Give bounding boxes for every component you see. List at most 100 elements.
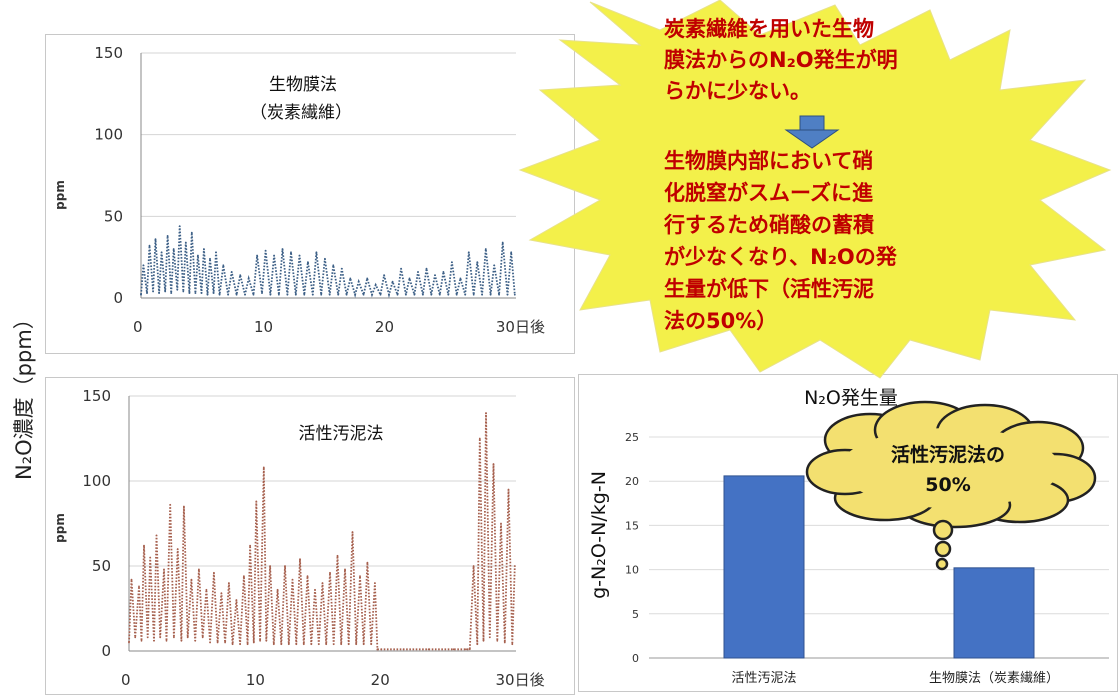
data-point bbox=[391, 280, 394, 283]
bar-x-ticks: 活性汚泥法 生物膜法（炭素繊維） bbox=[731, 670, 1059, 686]
data-point bbox=[164, 290, 167, 293]
data-point bbox=[212, 292, 215, 294]
data-point bbox=[176, 288, 179, 291]
data-point bbox=[510, 251, 513, 254]
x-tick-label: 10 bbox=[246, 671, 265, 689]
data-point bbox=[230, 271, 233, 273]
sludge-series bbox=[128, 412, 516, 651]
bar-gridlines bbox=[649, 436, 1109, 659]
data-point bbox=[159, 636, 162, 639]
data-point bbox=[276, 588, 279, 591]
data-point bbox=[269, 293, 272, 296]
data-point bbox=[447, 293, 450, 296]
y-tick-label: 25 bbox=[625, 431, 639, 444]
data-point bbox=[213, 571, 215, 574]
data-point bbox=[201, 636, 204, 639]
sludge-chart-panel: 0 50 100 150 0 10 20 30日後 ppm 活性汚泥法 bbox=[45, 377, 575, 695]
data-point bbox=[302, 643, 305, 646]
data-point bbox=[340, 267, 343, 270]
data-point bbox=[287, 643, 290, 646]
data-point bbox=[128, 641, 130, 644]
data-point bbox=[200, 292, 203, 294]
data-point bbox=[317, 643, 320, 646]
data-point bbox=[143, 544, 145, 547]
data-point bbox=[496, 639, 499, 642]
data-point bbox=[396, 293, 399, 296]
data-point bbox=[315, 251, 318, 254]
biofilm-y-label: ppm bbox=[53, 180, 67, 210]
data-point bbox=[493, 264, 496, 267]
data-point bbox=[235, 293, 238, 296]
data-point bbox=[231, 643, 234, 646]
data-point bbox=[402, 648, 405, 651]
data-point bbox=[366, 277, 369, 280]
data-point bbox=[173, 636, 175, 639]
bar-chart-title: N₂O発生量 bbox=[804, 387, 898, 409]
callout-bottom-line5: 生量が低下（活性汚泥 bbox=[664, 277, 874, 301]
data-point bbox=[405, 293, 407, 296]
data-point bbox=[400, 267, 402, 270]
data-point bbox=[362, 643, 365, 646]
data-point bbox=[146, 636, 149, 639]
biofilm-chart-title-line2: （炭素繊維） bbox=[250, 103, 352, 123]
sludge-gridlines bbox=[128, 395, 516, 652]
data-point bbox=[259, 639, 261, 642]
data-point bbox=[228, 582, 230, 584]
data-point bbox=[246, 643, 249, 646]
data-point bbox=[170, 292, 173, 294]
data-point bbox=[442, 271, 445, 273]
data-point bbox=[264, 249, 267, 252]
data-point bbox=[269, 565, 271, 567]
bar bbox=[723, 475, 805, 659]
x-tick-label: 20 bbox=[375, 318, 394, 336]
data-point bbox=[152, 290, 154, 293]
y-tick-label: 100 bbox=[82, 472, 111, 490]
starburst-shape bbox=[518, 0, 1112, 379]
data-point bbox=[357, 280, 360, 283]
x-tick-label: 30日後 bbox=[496, 318, 545, 336]
callout-bottom-line4: が少なくなり、N₂Oの発 bbox=[664, 245, 898, 269]
data-point bbox=[500, 522, 502, 525]
data-point bbox=[235, 599, 238, 601]
data-point bbox=[295, 643, 298, 646]
data-point bbox=[336, 554, 339, 557]
data-point bbox=[243, 575, 245, 578]
data-point bbox=[273, 254, 275, 257]
data-point bbox=[468, 648, 471, 651]
emission-bar-chart-panel: 0 5 10 15 20 25 活性汚泥法 生物膜法（炭素繊維） N₂O発生量 g-N₂O-… bbox=[578, 374, 1118, 692]
data-point bbox=[366, 561, 369, 564]
sludge-y-ticks: 0 50 100 150 bbox=[82, 387, 111, 660]
data-point bbox=[184, 241, 187, 244]
data-point bbox=[459, 277, 462, 280]
data-point bbox=[169, 503, 172, 506]
y-tick-label: 5 bbox=[632, 608, 639, 621]
data-point bbox=[190, 231, 193, 234]
callout-bottom-line6: 法の50%） bbox=[664, 309, 777, 333]
data-point bbox=[467, 251, 470, 254]
data-point bbox=[438, 293, 441, 296]
data-point bbox=[345, 293, 348, 296]
data-point bbox=[209, 257, 211, 260]
data-point bbox=[482, 639, 485, 642]
data-point bbox=[492, 463, 495, 465]
data-point bbox=[290, 251, 292, 254]
data-point bbox=[188, 292, 191, 294]
down-arrow bbox=[784, 115, 840, 149]
data-point bbox=[472, 293, 475, 296]
x-tick-label: 20 bbox=[371, 671, 390, 689]
data-point bbox=[291, 578, 294, 581]
data-point bbox=[484, 248, 487, 250]
biofilm-line-chart: 0 50 100 150 0 10 20 30日後 ppm 生物膜法 （炭素繊維） bbox=[53, 44, 545, 336]
sludge-x-ticks: 0 10 20 30日後 bbox=[121, 671, 545, 689]
data-point bbox=[362, 293, 365, 296]
data-point bbox=[328, 293, 331, 296]
x-tick-label: 10 bbox=[254, 318, 273, 336]
sludge-line-chart: 0 50 100 150 0 10 20 30日後 ppm 活性汚泥法 bbox=[53, 387, 545, 689]
data-point bbox=[146, 292, 148, 294]
data-point bbox=[417, 271, 419, 273]
data-point bbox=[194, 639, 197, 642]
data-point bbox=[138, 585, 140, 588]
data-point bbox=[511, 643, 514, 646]
data-point bbox=[498, 293, 500, 296]
data-point bbox=[434, 274, 436, 276]
